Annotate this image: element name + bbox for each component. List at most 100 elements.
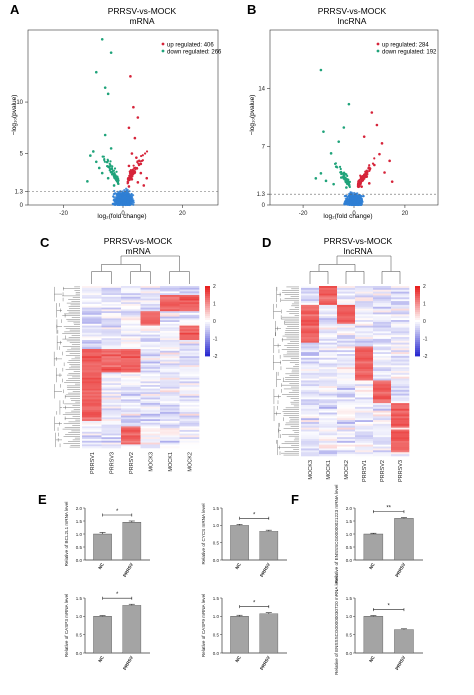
heatmap-d-cell: [373, 329, 392, 332]
heatmap-d-cell: [355, 433, 374, 436]
heatmap-c-cell: [101, 383, 122, 386]
heatmap-c-cell: [101, 320, 122, 323]
heatmap-c-cell: [160, 408, 180, 411]
bar-e2-ytick-label: 0.5: [213, 540, 220, 545]
heatmap-d-cell: [301, 369, 320, 372]
heatmap-c-cell: [101, 286, 122, 289]
heatmap-d-cell: [301, 374, 320, 377]
heatmap-d-cell: [319, 355, 338, 359]
heatmap-c-cell: [179, 334, 200, 337]
heatmap-d-cell: [373, 397, 392, 400]
heatmap-d-cell: [391, 401, 410, 404]
volcano-a-point-sig: [106, 161, 109, 164]
heatmap-c-cell: [101, 296, 122, 299]
volcano-a-point-sig: [117, 179, 120, 182]
heatmap-d-cell: [337, 405, 356, 408]
heatmap-d-cell: [319, 321, 338, 325]
heatmap-c-cell: [160, 401, 180, 404]
heatmap-d-cell: [373, 321, 392, 325]
heatmap-d-cell: [373, 316, 392, 319]
heatmap-c-cell: [160, 437, 180, 440]
heatmap-d-cell: [301, 393, 320, 396]
heatmap-c-cell: [121, 439, 141, 442]
heatmap-c-cell: [160, 367, 180, 370]
heatmap-c-cell: [82, 410, 102, 413]
volcano-a-point-ns: [123, 201, 127, 205]
heatmap-c-cell: [160, 404, 180, 407]
heatmap-d-cell: [355, 348, 374, 351]
heatmap-c-cell: [140, 289, 161, 292]
heatmap-d-cell: [301, 422, 320, 425]
bar-e3-bar: [122, 605, 142, 654]
heatmap-c-cell: [82, 446, 102, 449]
heatmap-c-cell: [82, 374, 102, 377]
heatmap-d-cell: [391, 374, 410, 377]
heatmap-c-cell: [101, 437, 122, 440]
volcano-a-point-ns: [125, 187, 128, 190]
heatmap-c-cell: [160, 295, 180, 298]
heatmap-c-scale-cell: [205, 286, 210, 289]
heatmap-c-cell: [160, 289, 180, 292]
volcano-a-point-sig: [106, 158, 109, 161]
volcano-b-point-sig: [368, 169, 371, 172]
heatmap-d-cell: [355, 308, 374, 311]
heatmap-d-cell: [391, 437, 410, 440]
heatmap-d-cell: [373, 342, 392, 345]
heatmap-c-cell: [82, 336, 102, 339]
bar-e1-sig-label: *: [116, 509, 119, 515]
heatmap-d-cell: [391, 301, 410, 304]
heatmap-d-cell: [301, 412, 320, 415]
bar-f1-ytick-label: 0.5: [346, 545, 353, 550]
bar-f1-bar: [363, 533, 384, 561]
heatmap-c-cell: [82, 417, 102, 420]
heatmap-d-cell: [373, 450, 392, 453]
heatmap-d-cell: [391, 318, 410, 321]
heatmap-d-cell: [319, 335, 338, 338]
heatmap-d-cell: [373, 357, 392, 360]
heatmap-c-cell: [82, 302, 102, 305]
heatmap-d-cell: [319, 361, 338, 364]
heatmap-c-cell: [101, 331, 122, 334]
heatmap-c-cell: [179, 354, 200, 357]
volcano-b-point: [367, 182, 371, 185]
volcano-b-xlabel: log₂(fold change): [323, 213, 372, 220]
heatmap-c-cell: [121, 374, 141, 377]
heatmap-d-scale-cell: [415, 300, 420, 303]
heatmap-d-cell: [391, 335, 410, 338]
heatmap-c-cell: [121, 388, 141, 391]
heatmap-c-cell: [101, 341, 122, 344]
heatmap-c-cell: [140, 322, 161, 325]
heatmap-d-cell: [301, 357, 320, 360]
bar-f2-ylabel: Relative of ENSSSCG00000030720 mRNA leve…: [334, 576, 339, 675]
heatmap-d-cell: [301, 395, 320, 398]
heatmap-d-cell: [337, 382, 356, 385]
heatmap-d-cell: [391, 378, 410, 381]
heatmap-c-cell: [160, 377, 180, 380]
heatmap-c-cell: [121, 431, 141, 434]
heatmap-d-cell: [391, 448, 410, 451]
heatmap-c-cell: [140, 394, 161, 397]
heatmap-d-cell: [301, 308, 320, 311]
heatmap-c-cell: [179, 313, 200, 316]
heatmap-d-cell: [319, 427, 338, 430]
heatmap-d-cell: [373, 348, 392, 351]
heatmap-c-cell: [179, 367, 200, 370]
heatmap-c-cell: [160, 358, 180, 361]
volcano-a-point-sig: [112, 172, 115, 176]
heatmap-d-cell: [319, 420, 338, 423]
heatmap-d-cell: [301, 418, 320, 421]
volcano-b-point: [390, 180, 394, 183]
heatmap-c-cell: [179, 341, 200, 344]
heatmap-c-cell: [179, 431, 200, 434]
heatmap-d-cell: [355, 446, 374, 449]
heatmap-d-cell: [319, 395, 338, 398]
heatmap-d-cell: [355, 444, 374, 447]
heatmap-c-cell: [160, 397, 180, 400]
heatmap-d-cell: [319, 422, 338, 425]
heatmap-d-cell: [337, 431, 356, 434]
heatmap-c-cell: [101, 435, 122, 438]
heatmap-d-cell: [337, 401, 356, 404]
heatmap-d-cell: [319, 363, 338, 366]
heatmap-c-cell: [82, 305, 102, 308]
heatmap-d-cell: [337, 301, 356, 304]
